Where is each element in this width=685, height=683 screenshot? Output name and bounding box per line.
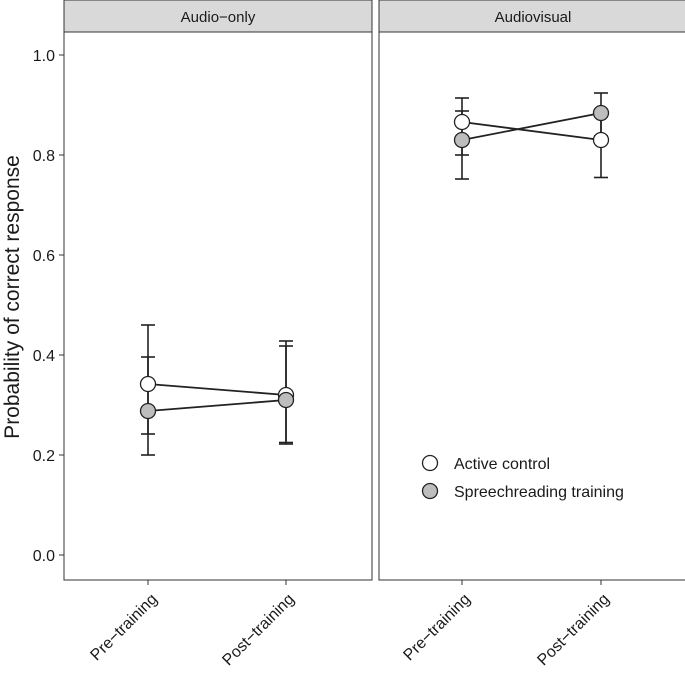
x-tick-label-post-training: Post−training xyxy=(219,591,297,669)
panel-title-audio-only: Audio−only xyxy=(181,9,256,26)
legend-marker-active-control xyxy=(421,454,439,472)
panel-marks-audio-only xyxy=(139,324,295,585)
x-tick-labels-audio-only: Pre−training Post−training xyxy=(87,591,297,669)
x-tick-label-pre-training: Pre−training xyxy=(400,591,473,664)
data-point-speechreading-training xyxy=(592,104,610,122)
data-point-active-control xyxy=(453,113,471,131)
legend: Active control Spreechreading training xyxy=(421,454,624,501)
panel-strip-audiovisual xyxy=(378,0,685,33)
series-line-speechreading-training xyxy=(461,112,602,141)
y-tick-label: 0.8 xyxy=(33,148,55,165)
panel-audiovisual: Audiovisual Pre−training Post−training xyxy=(378,0,685,669)
data-point-speechreading-training xyxy=(453,131,471,149)
data-point-active-control xyxy=(592,131,610,149)
y-tick-label: 1.0 xyxy=(33,48,55,65)
data-point-speechreading-training xyxy=(277,391,295,409)
y-tick-label: 0.6 xyxy=(33,248,55,265)
panel-title-audiovisual: Audiovisual xyxy=(495,9,572,26)
y-axis-title: Probability of correct response xyxy=(1,155,24,439)
legend-label-active-control: Active control xyxy=(454,456,550,473)
panel-strip-audio-only xyxy=(63,0,373,33)
data-point-speechreading-training xyxy=(139,402,157,420)
series-line-active-control xyxy=(461,121,602,141)
y-tick-label: 0.4 xyxy=(33,348,55,365)
series-line-speechreading-training xyxy=(147,399,287,412)
y-tick-label: 0.2 xyxy=(33,448,55,465)
y-axis: 0.0 0.2 0.4 0.6 0.8 1.0 xyxy=(33,48,64,565)
legend-marker-speechreading-training xyxy=(421,482,439,500)
panel-audio-only: Audio−only Pre−training Post−training xyxy=(63,0,373,669)
x-tick-label-pre-training: Pre−training xyxy=(87,591,160,664)
y-tick-label: 0.0 xyxy=(33,548,55,565)
series-line-active-control xyxy=(147,383,287,396)
panel-frame-audio-only xyxy=(63,31,373,581)
data-point-active-control xyxy=(139,375,157,393)
x-tick-label-post-training: Post−training xyxy=(534,591,612,669)
x-tick-labels-audiovisual: Pre−training Post−training xyxy=(400,591,612,669)
legend-label-speechreading-training: Spreechreading training xyxy=(454,484,624,501)
panel-marks-audiovisual xyxy=(453,92,610,585)
